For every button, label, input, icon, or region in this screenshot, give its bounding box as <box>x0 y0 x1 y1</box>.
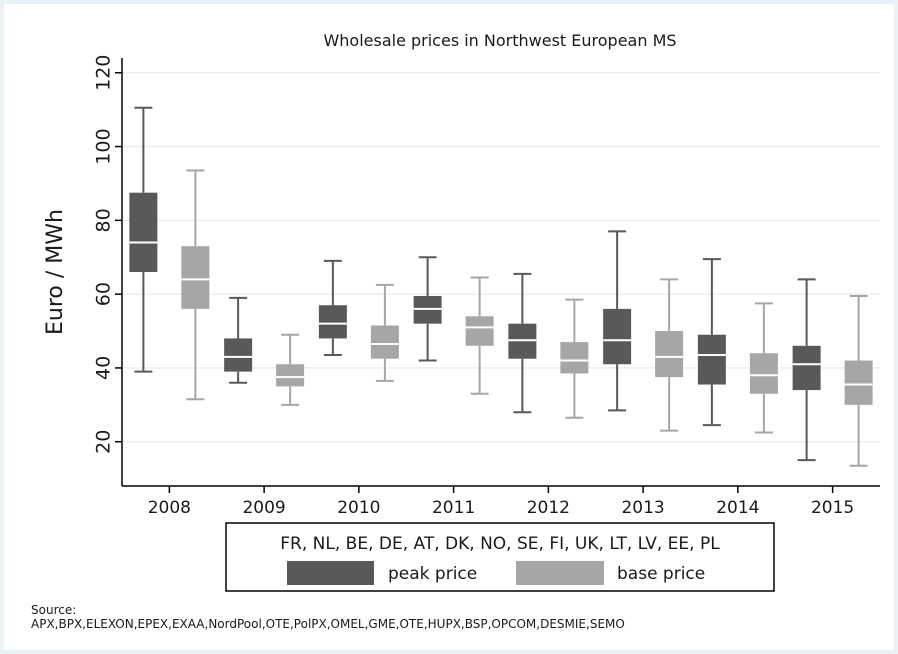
x-tick-label: 2010 <box>337 498 380 518</box>
x-tick-label: 2012 <box>527 498 570 518</box>
box-peak-price-2010 <box>318 259 347 357</box>
box-iqr <box>697 334 726 385</box>
y-tick-label: 120 <box>93 55 115 91</box>
legend-title: FR, NL, BE, DE, AT, DK, NO, SE, FI, UK, … <box>280 534 720 554</box>
y-tick-label: 80 <box>93 208 115 232</box>
box-iqr <box>276 364 305 387</box>
x-tick-label: 2014 <box>716 498 759 518</box>
source-label: Source: <box>31 603 76 617</box>
box-base-price-2012 <box>560 298 589 419</box>
box-base-price-2011 <box>465 276 494 395</box>
box-base-price-2013 <box>655 278 684 432</box>
x-tick-label: 2015 <box>811 498 854 518</box>
x-tick-label: 2009 <box>242 498 285 518</box>
legend-swatch-base-price <box>516 561 604 585</box>
box-iqr <box>318 305 347 339</box>
chart-title: Wholesale prices in Northwest European M… <box>323 31 676 50</box>
box-iqr <box>603 308 632 365</box>
box-iqr <box>224 338 253 372</box>
y-axis-label: Euro / MWh <box>43 209 68 335</box>
legend-label-peak-price: peak price <box>388 564 477 584</box>
y-tick-label: 20 <box>93 430 115 454</box>
box-peak-price-2008 <box>129 106 158 373</box>
boxes <box>129 106 873 467</box>
x-tick-label: 2008 <box>148 498 191 518</box>
x-tick-label: 2011 <box>432 498 475 518</box>
box-base-price-2008 <box>181 169 210 401</box>
box-base-price-2009 <box>276 333 305 406</box>
y-tick-label: 100 <box>93 128 115 164</box>
box-iqr <box>655 331 684 378</box>
box-base-price-2015 <box>844 294 873 467</box>
box-iqr <box>792 345 821 391</box>
box-iqr <box>181 246 210 309</box>
y-tick-label: 60 <box>93 282 115 306</box>
box-iqr <box>749 353 778 394</box>
box-peak-price-2012 <box>508 272 537 414</box>
box-peak-price-2011 <box>413 256 442 362</box>
box-iqr <box>560 342 589 374</box>
legend: FR, NL, BE, DE, AT, DK, NO, SE, FI, UK, … <box>225 522 775 592</box>
y-tick-label: 40 <box>93 356 115 380</box>
box-peak-price-2014 <box>697 258 726 427</box>
box-iqr <box>465 316 494 346</box>
plot-background <box>122 58 880 486</box>
y-axis-ticks: 20 40 60 80 100 120 <box>93 55 122 454</box>
x-tick-label: 2013 <box>621 498 664 518</box>
legend-label-base-price: base price <box>617 564 705 584</box>
box-peak-price-2013 <box>603 230 632 412</box>
box-peak-price-2015 <box>792 278 821 462</box>
source-text: APX,BPX,ELEXON,EPEX,EXAA,NordPool,OTE,Po… <box>31 617 625 631</box>
box-peak-price-2009 <box>224 296 253 384</box>
box-base-price-2010 <box>370 283 399 382</box>
legend-swatch-peak-price <box>287 561 374 585</box>
box-iqr <box>370 325 399 359</box>
box-iqr <box>844 360 873 405</box>
box-base-price-2014 <box>749 302 778 434</box>
x-axis-ticks: 2008 2009 2010 2011 2012 2013 2014 2015 <box>148 486 854 518</box>
box-iqr <box>129 192 158 272</box>
